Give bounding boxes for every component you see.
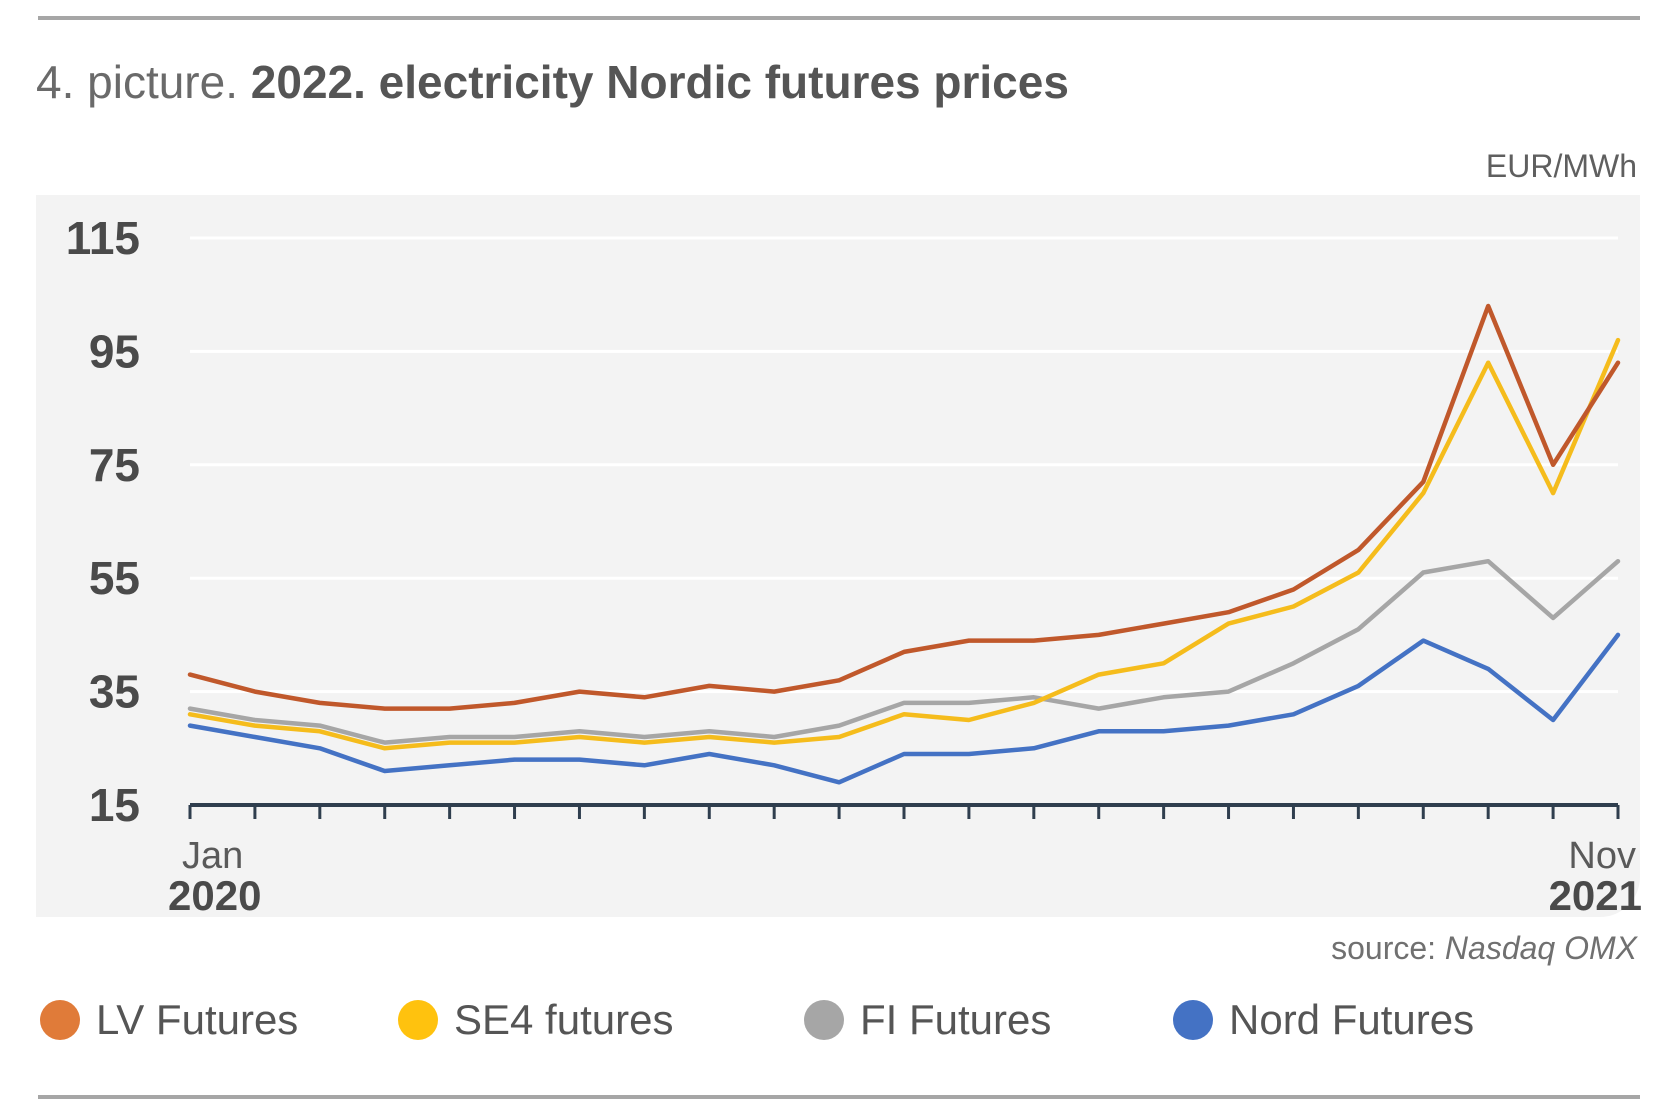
legend-item-fi: FI Futures: [804, 995, 1051, 1045]
x-tick-year-2021: 2021: [1549, 872, 1642, 919]
chart-title: 4. picture. 2022. electricity Nordic fut…: [36, 54, 1069, 110]
x-tick-year-2020: 2020: [168, 872, 261, 919]
series-line-nord-futures: [187, 632, 1621, 785]
y-tick-55: 55: [89, 552, 140, 604]
y-axis-unit: EUR/MWh: [1485, 148, 1637, 184]
legend-item-se4: SE4 futures: [398, 995, 673, 1045]
gridlines: [190, 236, 1618, 694]
source-name: Nasdaq OMX: [1444, 930, 1637, 966]
legend-swatch-fi: [804, 1000, 844, 1040]
legend-label-fi: FI Futures: [860, 996, 1052, 1043]
y-tick-15: 15: [89, 779, 140, 831]
x-axis: [188, 803, 1620, 819]
source-note: source: Nasdaq OMX: [1331, 930, 1637, 967]
series-line-lv-futures: [187, 303, 1621, 711]
legend-swatch-lv: [40, 1000, 80, 1040]
legend-label-nord: Nord Futures: [1229, 996, 1475, 1043]
source-label: source:: [1331, 930, 1437, 966]
x-tick-month-jan: Jan: [182, 835, 243, 877]
legend-item-nord: Nord Futures: [1173, 995, 1474, 1045]
legend-label-lv: LV Futures: [96, 996, 299, 1043]
legend-swatch-se4: [398, 1000, 438, 1040]
title-prefix: 4. picture.: [36, 56, 238, 108]
y-tick-115: 115: [66, 212, 140, 264]
series-line-fi-futures: [187, 558, 1621, 745]
y-tick-95: 95: [89, 325, 140, 377]
series-line-se4-futures: [187, 337, 1621, 751]
legend-label-se4: SE4 futures: [454, 996, 674, 1043]
top-rule: [38, 16, 1640, 20]
y-tick-75: 75: [89, 439, 140, 491]
y-tick-35: 35: [89, 666, 140, 718]
title-main: 2022. electricity Nordic futures prices: [250, 56, 1069, 108]
bottom-rule: [38, 1095, 1640, 1099]
legend-item-lv: LV Futures: [40, 995, 298, 1045]
y-tick-labels: 15 35 55 75 95 115: [66, 212, 140, 831]
x-tick-month-nov: Nov: [1568, 835, 1636, 877]
legend-swatch-nord: [1173, 1000, 1213, 1040]
series-lines: [187, 303, 1621, 785]
